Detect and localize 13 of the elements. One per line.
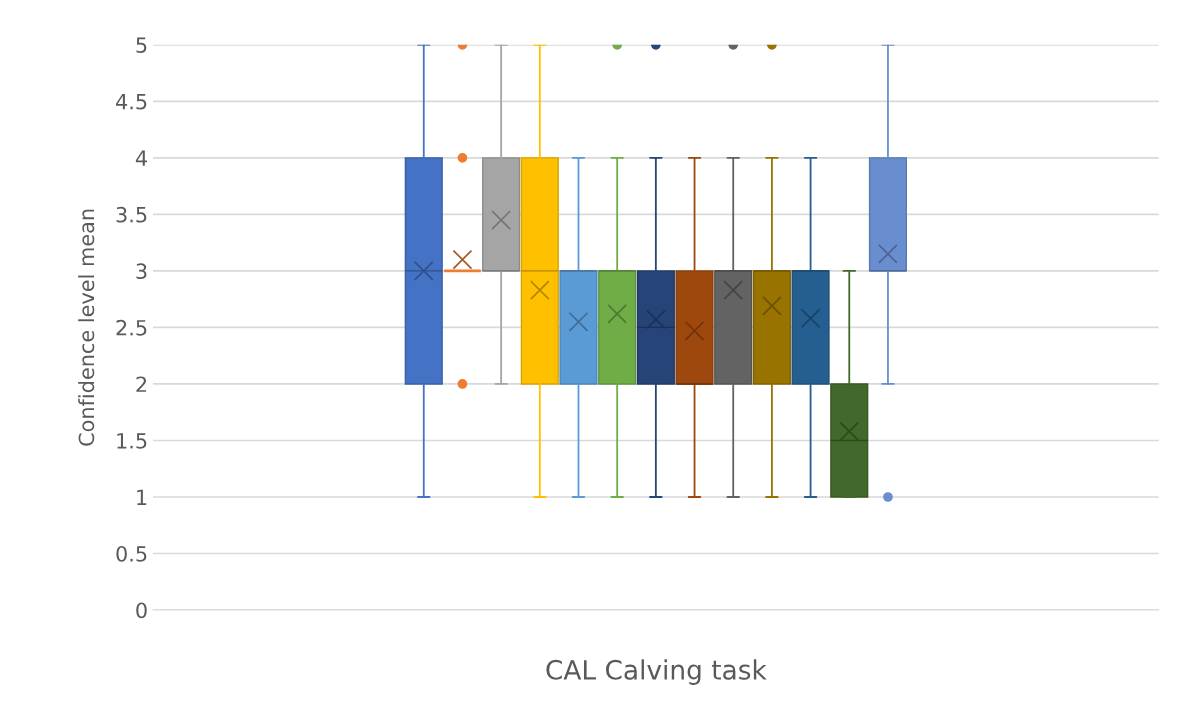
- y-tick-label: 1.5: [117, 433, 147, 449]
- y-tick-label: 2: [136, 376, 147, 392]
- x-axis-title: CAL Calving task: [546, 659, 767, 685]
- y-tick-label: 5: [136, 37, 147, 53]
- y-tick-label: 0: [136, 602, 147, 619]
- y-tick-label: 4: [135, 150, 147, 166]
- y-axis-title: Confidence level mean: [78, 209, 95, 446]
- y-tick-label: 3: [136, 263, 147, 280]
- y-tick-label: 2.5: [116, 319, 147, 336]
- y-tick-label: 3.5: [116, 206, 147, 223]
- y-tick-label: 4.5: [116, 94, 147, 110]
- y-tick-label: 1: [137, 489, 147, 505]
- y-tick-label: 0.5: [116, 545, 147, 562]
